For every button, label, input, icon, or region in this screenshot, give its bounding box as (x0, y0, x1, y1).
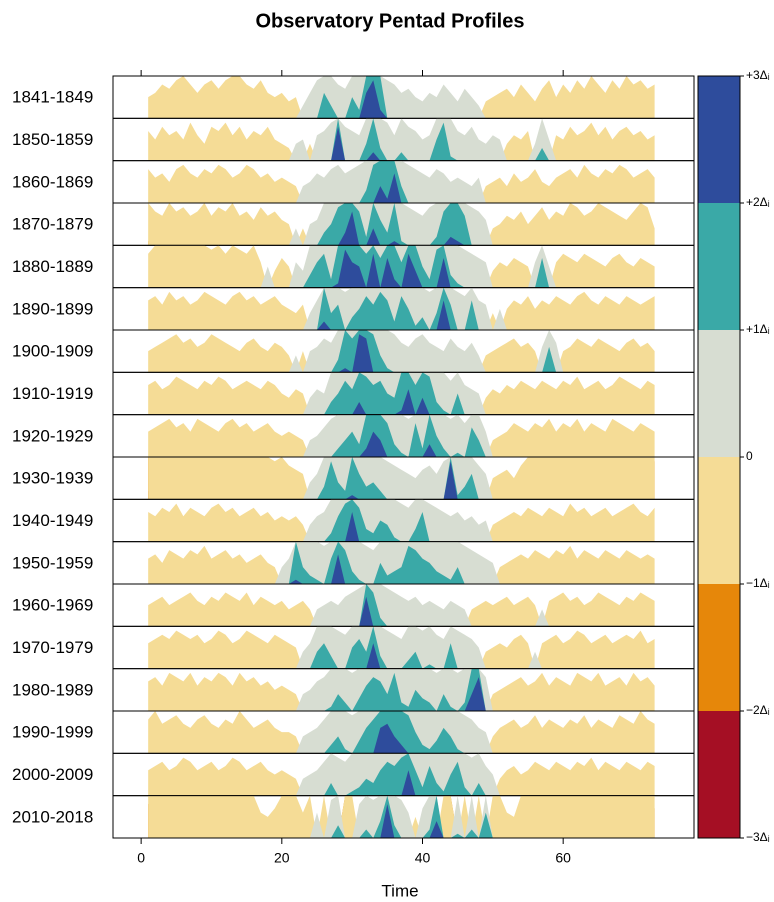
panel-label: 1990-1999 (12, 723, 93, 742)
horizon-band (148, 457, 655, 500)
colorbar-label: +2Δᵢ (746, 195, 770, 209)
panel-label: 1910-1919 (12, 384, 93, 403)
panel-label: 1920-1929 (12, 426, 93, 445)
horizon-band (148, 76, 655, 119)
colorbar-label: 0 (746, 449, 753, 463)
panel-label: 1850-1859 (12, 130, 93, 149)
x-tick-label: 0 (137, 850, 145, 866)
panel-label: 2000-2009 (12, 765, 93, 784)
panel-label: 1930-1939 (12, 469, 93, 488)
panel-label: 1860-1869 (12, 172, 93, 191)
horizon-band (148, 203, 655, 246)
colorbar-segment (698, 584, 740, 711)
panel-label: 1900-1909 (12, 342, 93, 361)
horizon-band (148, 541, 655, 584)
panel-label: 2010-2018 (12, 807, 93, 826)
horizon-band (148, 584, 655, 627)
horizon-band (148, 203, 655, 246)
panel-label: 1980-1989 (12, 680, 93, 699)
panel-label: 1970-1979 (12, 638, 93, 657)
horizon-band (148, 118, 655, 161)
horizon-band (148, 499, 655, 542)
horizon-band (148, 672, 655, 711)
horizon-band (148, 291, 655, 330)
horizon-band (148, 723, 655, 754)
colorbar-segment (698, 711, 740, 838)
horizon-band (148, 372, 655, 415)
horizon-band (148, 245, 655, 288)
horizon-band (148, 668, 655, 711)
x-tick-label: 60 (555, 850, 571, 866)
chart-title: Observatory Pentad Profiles (256, 10, 525, 32)
panel-label: 1890-1899 (12, 299, 93, 318)
horizon-band (148, 757, 655, 796)
x-tick-label: 20 (274, 850, 290, 866)
panel-label: 1880-1889 (12, 257, 93, 276)
horizon-band (148, 795, 655, 838)
horizon-band (148, 418, 655, 457)
horizon-band (148, 376, 655, 415)
colorbar-label: −1Δᵢ (746, 576, 770, 590)
panel-label: 1960-1969 (12, 596, 93, 615)
horizon-band (148, 164, 655, 203)
colorbar-segment (698, 457, 740, 584)
horizon-band (148, 160, 655, 203)
colorbar-label: +1Δᵢ (746, 322, 770, 336)
x-axis-title: Time (381, 881, 418, 900)
horizon-band (148, 795, 655, 838)
colorbar-segment (698, 203, 740, 330)
panel-label: 1841-1849 (12, 88, 93, 107)
horizon-band (148, 160, 655, 203)
panel-label: 1870-1879 (12, 215, 93, 234)
panel-label: 1950-1959 (12, 553, 93, 572)
horizon-band (148, 414, 655, 457)
colorbar-segment (698, 76, 740, 203)
colorbar-label: −3Δᵢ (746, 830, 770, 844)
colorbar-label: +3Δᵢ (746, 68, 770, 82)
horizon-band (148, 122, 655, 161)
horizon-band (148, 118, 655, 161)
horizon-band (148, 245, 655, 288)
colorbar-label: −2Δᵢ (746, 703, 770, 717)
horizon-band (148, 330, 655, 373)
horizon-band (148, 753, 655, 796)
panel-border (112, 795, 695, 839)
horizon-band (148, 541, 655, 584)
x-tick-label: 40 (415, 850, 431, 866)
colorbar-segment (698, 330, 740, 457)
horizon-band (148, 76, 655, 119)
horizon-band (148, 592, 655, 627)
horizon-band (148, 630, 655, 669)
horizon-band (148, 334, 655, 373)
horizon-band (148, 287, 655, 330)
horizon-band (148, 503, 655, 542)
horizon-band (148, 626, 655, 669)
horizon-band (148, 668, 655, 711)
panel-label: 1940-1949 (12, 511, 93, 530)
horizon-band (148, 711, 655, 754)
horizon-band (148, 545, 655, 584)
horizon-band (148, 457, 655, 500)
horizon-band (148, 711, 655, 754)
